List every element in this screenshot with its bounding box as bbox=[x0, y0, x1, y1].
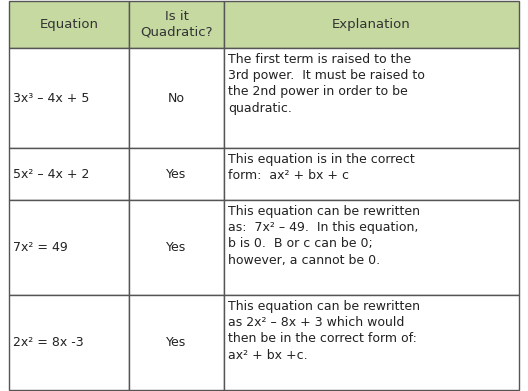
Bar bbox=[129, 148, 224, 200]
Bar bbox=[129, 295, 224, 390]
Text: 5x² – 4x + 2: 5x² – 4x + 2 bbox=[13, 167, 89, 181]
Text: 3x³ – 4x + 5: 3x³ – 4x + 5 bbox=[13, 91, 89, 104]
Text: Is it
Quadratic?: Is it Quadratic? bbox=[140, 11, 213, 38]
Bar bbox=[224, 200, 519, 295]
Bar bbox=[129, 1, 224, 48]
Bar bbox=[224, 295, 519, 390]
Bar bbox=[224, 48, 519, 148]
Bar bbox=[9, 295, 129, 390]
Text: Explanation: Explanation bbox=[332, 18, 411, 31]
Bar bbox=[9, 48, 129, 148]
Text: 2x² = 8x -3: 2x² = 8x -3 bbox=[13, 336, 83, 349]
Text: Yes: Yes bbox=[166, 167, 186, 181]
Text: This equation can be rewritten
as 2x² – 8x + 3 which would
then be in the correc: This equation can be rewritten as 2x² – … bbox=[228, 300, 420, 362]
Bar bbox=[224, 1, 519, 48]
Text: The first term is raised to the
3rd power.  It must be raised to
the 2nd power i: The first term is raised to the 3rd powe… bbox=[228, 53, 425, 115]
Bar bbox=[9, 148, 129, 200]
Text: This equation can be rewritten
as:  7x² – 49.  In this equation,
b is 0.  B or c: This equation can be rewritten as: 7x² –… bbox=[228, 205, 420, 267]
Bar bbox=[129, 200, 224, 295]
Bar bbox=[129, 48, 224, 148]
Text: 7x² = 49: 7x² = 49 bbox=[13, 241, 68, 254]
Bar bbox=[9, 200, 129, 295]
Bar bbox=[224, 148, 519, 200]
Text: This equation is in the correct
form:  ax² + bx + c: This equation is in the correct form: ax… bbox=[228, 153, 415, 182]
Text: Yes: Yes bbox=[166, 336, 186, 349]
Text: No: No bbox=[168, 91, 185, 104]
Text: Yes: Yes bbox=[166, 241, 186, 254]
Text: Equation: Equation bbox=[40, 18, 99, 31]
Bar bbox=[9, 1, 129, 48]
